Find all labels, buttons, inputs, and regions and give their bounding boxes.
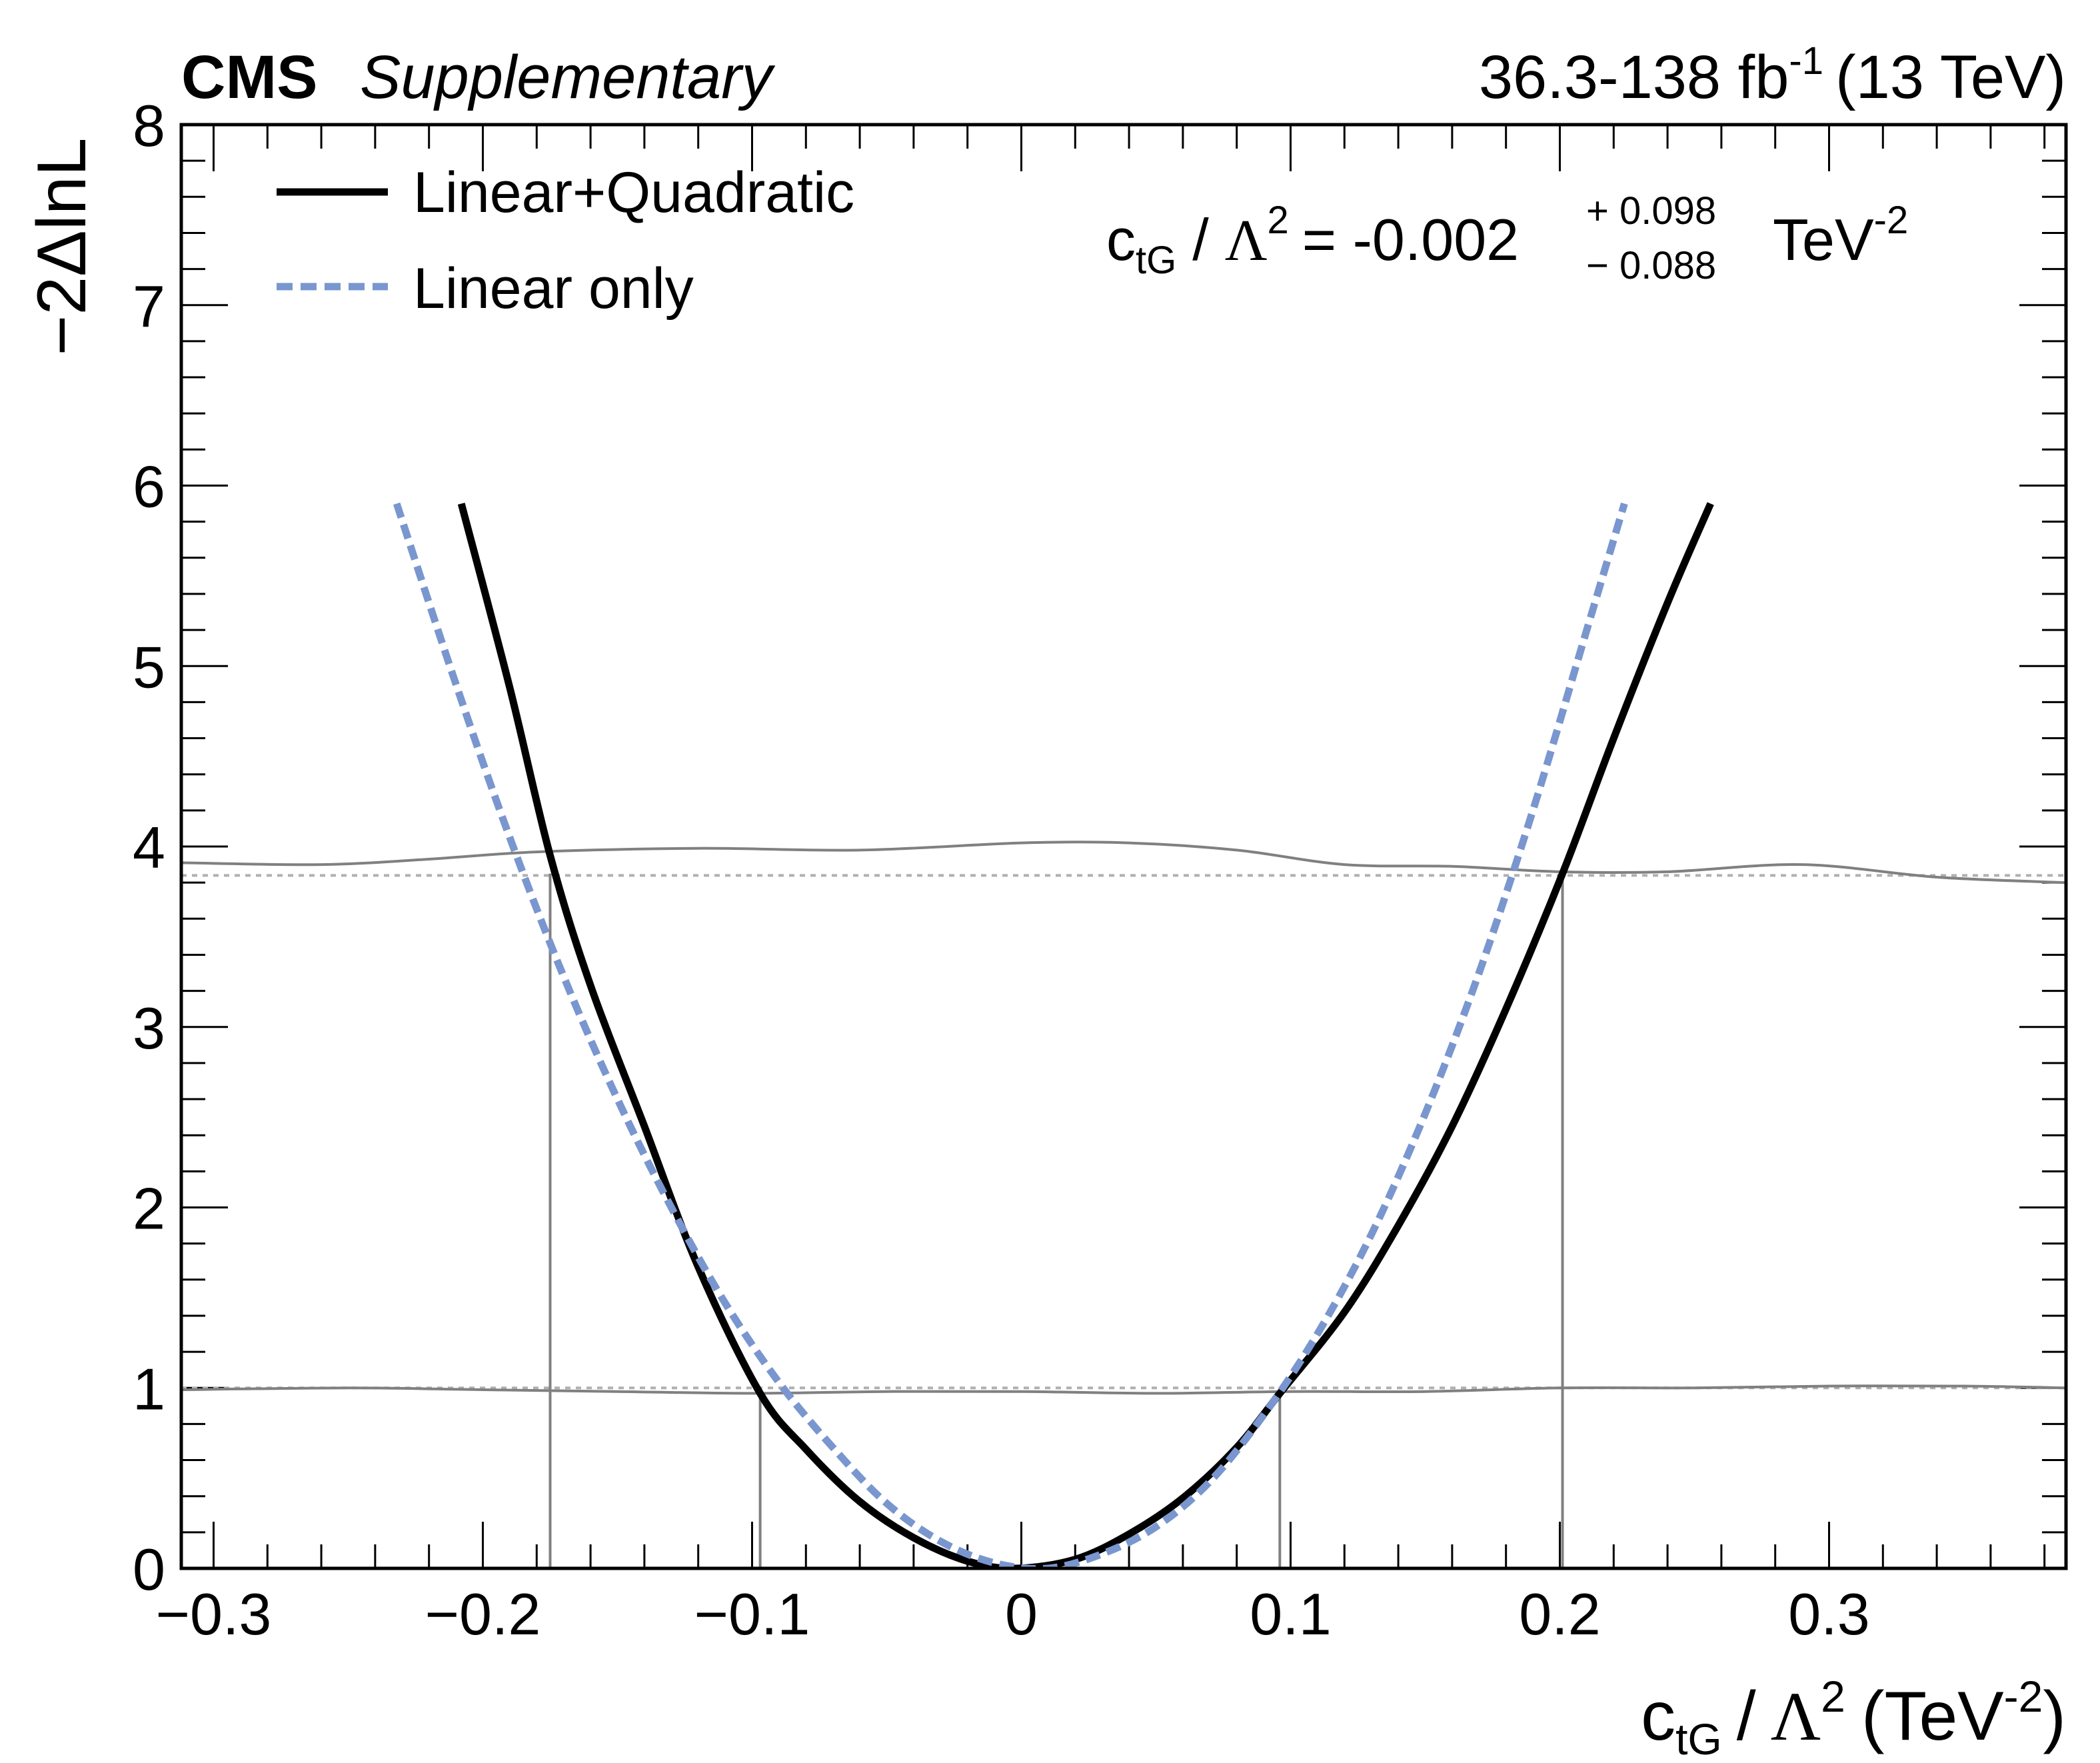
y-tick-label: 1: [133, 1356, 165, 1422]
experiment-label: CMS: [181, 43, 317, 111]
threshold-curve: [181, 841, 2066, 884]
series-linear-only: [393, 502, 1628, 1568]
lumi-text: 36.3-138 fb: [1479, 43, 1789, 111]
y-tick-label: 6: [133, 454, 165, 520]
y-tick-label: 7: [133, 273, 165, 339]
result-plus-uncertainty: + 0.098: [1586, 189, 1716, 233]
x-axis-title: ctG / Λ2 (TeV-2): [1641, 1672, 2066, 1763]
legend: Linear+Quadratic Linear only: [277, 161, 854, 321]
fit-result-annotation: ctG / Λ2 = -0.002 + 0.098 − 0.088 TeV-2: [1106, 189, 1908, 287]
supplementary-label: Supplementary: [360, 43, 776, 111]
y-tick-label: 2: [133, 1176, 165, 1242]
x-tick-label: 0.1: [1250, 1581, 1331, 1647]
energy-text: (13 TeV): [1835, 43, 2066, 111]
threshold-curves: [181, 841, 2066, 1395]
legend-label-linear-quadratic: Linear+Quadratic: [413, 161, 854, 225]
x-tick-label: 0.3: [1788, 1581, 1869, 1647]
y-tick-label: 8: [133, 93, 165, 159]
y-axis-title: −2ΔlnL: [23, 138, 101, 356]
x-tick-label: −0.2: [425, 1581, 541, 1647]
plot-frame: [179, 123, 2068, 1570]
y-tick-label: 4: [133, 815, 165, 881]
legend-label-linear-only: Linear only: [413, 257, 694, 321]
result-lhs: ctG / Λ2 = -0.002: [1106, 199, 1519, 282]
lumi-energy-label: 36.3-138 fb-1 (13 TeV): [1479, 39, 2066, 111]
y-tick-label: 3: [133, 995, 165, 1061]
y-tick-label: 0: [133, 1536, 165, 1602]
axis-ticks: [181, 123, 2066, 1570]
x-tick-label: −0.3: [156, 1581, 272, 1647]
result-unit: TeV-2: [1773, 199, 1908, 273]
x-tick-label: 0.2: [1519, 1581, 1600, 1647]
series-lines: [393, 502, 1714, 1568]
interval-markers: [548, 873, 1564, 1568]
reference-lines: [181, 874, 2066, 1390]
result-minus-uncertainty: − 0.088: [1586, 244, 1716, 287]
lumi-exponent: -1: [1789, 39, 1823, 83]
tick-labels: −0.3 −0.2 −0.1 0 0.1 0.2 0.3 0 1 2 3 4 5 6 7 8: [133, 93, 1870, 1647]
x-tick-label: −0.1: [694, 1581, 810, 1647]
x-tick-label: 0: [1005, 1581, 1038, 1647]
threshold-curve: [181, 1384, 2066, 1395]
y-tick-label: 5: [133, 634, 165, 700]
series-linear-quadratic: [457, 502, 1714, 1568]
